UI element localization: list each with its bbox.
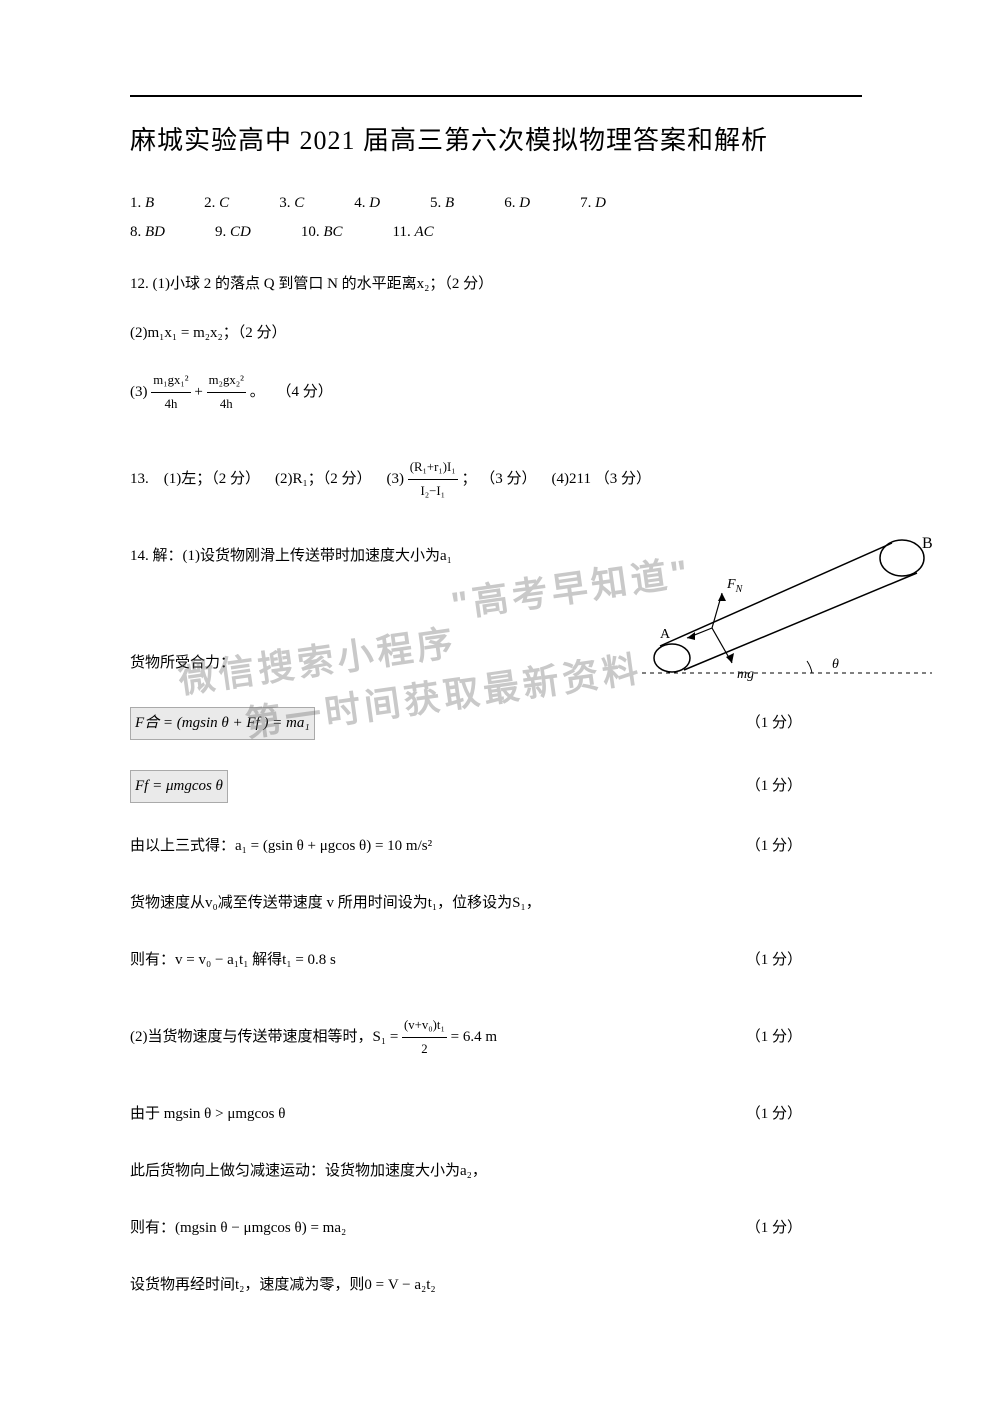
p13-p3-suffix: ； — [462, 471, 477, 487]
p14-text5-row: (2)当货物速度与传送带速度相等时，S₁ = (v+v₀)t₁ 2 = 6.4 … — [130, 1014, 862, 1061]
p14-text4-row: 则有：v = v₀ − a₁t₁ 解得t₁ = 0.8 s （1 分） — [130, 947, 862, 974]
fraction-1: m₁gx₁² 4h — [151, 369, 190, 416]
p14-text2: 由以上三式得：a₁ = (gsin θ + μgcos θ) = 10 m/s² — [130, 833, 432, 860]
incline-diagram: B A FN mg θ — [582, 533, 942, 713]
label-theta: θ — [832, 657, 839, 672]
q-ans: D — [369, 195, 380, 211]
score-label: （1 分） — [746, 1024, 802, 1051]
q-num: 2. — [204, 195, 215, 211]
p13-prefix: 13. — [130, 466, 149, 493]
answer-5: 5. B — [430, 195, 454, 212]
p14-text2-row: 由以上三式得：a₁ = (gsin θ + μgcos θ) = 10 m/s²… — [130, 833, 862, 860]
p13-part4: (4)211 （3 分） — [552, 466, 651, 493]
p12-p3-suffix: 。 — [250, 384, 265, 400]
answer-1: 1. B — [130, 195, 154, 212]
answer-8: 8. BD — [130, 224, 165, 241]
score-label: （3 分） — [480, 471, 536, 487]
p14-text9: 设货物再经时间t₂，速度减为零，则0 = V − a₂t₂ — [130, 1272, 862, 1299]
score-label: （4 分） — [277, 384, 333, 400]
q-num: 3. — [279, 195, 290, 211]
frac-num: m₂gx₂² — [207, 369, 246, 393]
fraction-3: (R₁+r₁)I₁ I₂−I₁ — [408, 456, 458, 503]
p12-part1: 12. (1)小球 2 的落点 Q 到管口 N 的水平距离x₂；（2 分） — [130, 271, 862, 298]
label-b: B — [922, 535, 933, 552]
q-num: 9. — [215, 224, 226, 240]
p14-t5-suffix: = 6.4 m — [451, 1029, 497, 1045]
p14-eq2: Ff = μmgcos θ — [130, 770, 228, 803]
answer-3: 3. C — [279, 195, 304, 212]
fraction-4: (v+v₀)t₁ 2 — [402, 1014, 447, 1061]
q-ans: D — [519, 195, 530, 211]
score-label: （1 分） — [746, 773, 802, 800]
q-num: 4. — [354, 195, 365, 211]
q-ans: BD — [145, 224, 165, 240]
answer-6: 6. D — [504, 195, 530, 212]
score-label: （1 分） — [746, 1215, 802, 1242]
q-num: 7. — [580, 195, 591, 211]
p14-text5: (2)当货物速度与传送带速度相等时，S₁ = (v+v₀)t₁ 2 = 6.4 … — [130, 1014, 497, 1061]
q-num: 5. — [430, 195, 441, 211]
score-label: （1 分） — [746, 947, 802, 974]
problem-12: 12. (1)小球 2 的落点 Q 到管口 N 的水平距离x₂；（2 分） (2… — [130, 271, 862, 416]
label-fn: FN — [726, 577, 744, 595]
answer-9: 9. CD — [215, 224, 251, 241]
frac-num: (v+v₀)t₁ — [402, 1014, 447, 1038]
p14-eq1: F合 = (mgsin θ + Ff ) = ma₁ — [130, 707, 315, 740]
answer-2: 2. C — [204, 195, 229, 212]
plus-sign: + — [194, 384, 206, 400]
frac-num: m₁gx₁² — [151, 369, 190, 393]
p12-p3-prefix: (3) — [130, 384, 148, 400]
answer-11: 11. AC — [393, 224, 434, 241]
p14-text4: 则有：v = v₀ − a₁t₁ 解得t₁ = 0.8 s — [130, 947, 336, 974]
p14-text8: 则有：(mgsin θ − μmgcos θ) = ma₂ — [130, 1215, 346, 1242]
p13-part3: (3) (R₁+r₁)I₁ I₂−I₁ ； （3 分） — [386, 456, 536, 503]
p13-p3-prefix: (3) — [386, 471, 404, 487]
q-ans: B — [145, 195, 154, 211]
fraction-2: m₂gx₂² 4h — [207, 369, 246, 416]
problem-14: 14. 解：(1)设货物刚滑上传送带时加速度大小为a₁ B A FN mg θ … — [130, 543, 862, 1299]
score-label: （1 分） — [746, 1101, 802, 1128]
q-ans: D — [595, 195, 606, 211]
p12-part3: (3) m₁gx₁² 4h + m₂gx₂² 4h 。 （4 分） — [130, 369, 862, 416]
q-num: 6. — [504, 195, 515, 211]
q-ans: C — [294, 195, 304, 211]
answer-4: 4. D — [354, 195, 380, 212]
content-area: 1. B 2. C 3. C 4. D 5. B 6. D 7. D 8. BD… — [130, 195, 862, 1299]
answer-7: 7. D — [580, 195, 606, 212]
q-ans: BC — [323, 224, 342, 240]
score-label: （1 分） — [746, 710, 802, 737]
answer-row-2: 8. BD 9. CD 10. BC 11. AC — [130, 224, 862, 241]
q-ans: CD — [230, 224, 251, 240]
label-a: A — [660, 627, 671, 642]
frac-den: 2 — [402, 1038, 447, 1061]
problem-13: 13. (1)左；（2 分） (2)R₁；（2 分） (3) (R₁+r₁)I₁… — [130, 456, 862, 503]
q-num: 8. — [130, 224, 141, 240]
q-num: 11. — [393, 224, 411, 240]
frac-den: 4h — [151, 393, 190, 416]
q-num: 1. — [130, 195, 141, 211]
answer-10: 10. BC — [301, 224, 343, 241]
p14-text7: 此后货物向上做匀减速运动：设货物加速度大小为a₂， — [130, 1158, 862, 1185]
p12-part2: (2)m₁x₁ = m₂x₂；（2 分） — [130, 320, 862, 347]
answer-row-1: 1. B 2. C 3. C 4. D 5. B 6. D 7. D — [130, 195, 862, 212]
score-label: （1 分） — [746, 833, 802, 860]
q-ans: C — [219, 195, 229, 211]
frac-den: I₂−I₁ — [408, 480, 458, 503]
p14-eq2-row: Ff = μmgcos θ （1 分） — [130, 770, 862, 803]
page-title: 麻城实验高中 2021 届高三第六次模拟物理答案和解析 — [130, 120, 768, 157]
p14-text6: 由于 mgsin θ > μmgcos θ — [130, 1101, 285, 1128]
label-mg: mg — [737, 667, 754, 682]
p13-part1: (1)左；（2 分） — [164, 466, 260, 493]
q-ans: AC — [414, 224, 433, 240]
p14-text6-row: 由于 mgsin θ > μmgcos θ （1 分） — [130, 1101, 862, 1128]
frac-den: 4h — [207, 393, 246, 416]
p14-t5-prefix: (2)当货物速度与传送带速度相等时，S₁ = — [130, 1029, 402, 1045]
frac-num: (R₁+r₁)I₁ — [408, 456, 458, 480]
p14-text8-row: 则有：(mgsin θ − μmgcos θ) = ma₂ （1 分） — [130, 1215, 862, 1242]
p14-text3: 货物速度从v₀减至传送带速度 v 所用时间设为t₁，位移设为S₁， — [130, 890, 862, 917]
header-divider — [130, 95, 862, 97]
q-num: 10. — [301, 224, 320, 240]
q-ans: B — [445, 195, 454, 211]
p13-part2: (2)R₁；（2 分） — [275, 466, 371, 493]
